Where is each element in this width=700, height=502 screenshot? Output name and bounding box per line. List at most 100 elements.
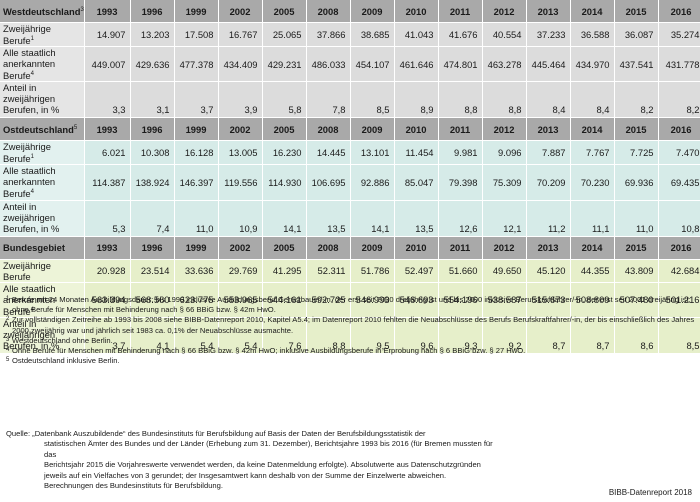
year-header: 1993 xyxy=(84,117,131,142)
year-header: 2009 xyxy=(350,117,395,142)
value-cell: 5,8 xyxy=(262,81,307,119)
value-cell: 9.981 xyxy=(438,140,483,166)
value-cell: 41.676 xyxy=(438,22,483,48)
value-cell: 85.047 xyxy=(394,164,439,201)
source-line: statistischen Ämter des Bundes und der L… xyxy=(44,439,493,459)
source-first-line: Quelle: „Datenbank Auszubildende“ des Bu… xyxy=(6,429,426,438)
credit-label: BIBB-Datenreport 2018 xyxy=(608,488,692,497)
value-cell: 554.196 xyxy=(438,282,483,318)
value-cell: 7,6 xyxy=(262,317,307,354)
year-header: 2011 xyxy=(438,236,483,260)
value-cell: 44.355 xyxy=(570,259,615,283)
year-header: 1999 xyxy=(174,236,219,260)
year-header: 1996 xyxy=(130,236,175,260)
value-cell: 7,8 xyxy=(306,81,351,119)
value-cell: 70.209 xyxy=(526,164,571,201)
value-cell: 13.203 xyxy=(130,22,175,48)
value-cell: 79.398 xyxy=(438,164,483,201)
value-cell: 69.936 xyxy=(614,164,659,201)
year-header: 2012 xyxy=(482,117,527,142)
value-cell: 114.387 xyxy=(84,164,131,201)
year-header: 2009 xyxy=(350,236,395,260)
value-cell: 508.809 xyxy=(570,282,615,318)
value-cell: 553.965 xyxy=(218,282,263,318)
footnote: 4 Ohne Berufe für Menschen mit Behinderun… xyxy=(6,346,696,356)
value-cell: 8,4 xyxy=(526,81,571,119)
value-cell: 10,9 xyxy=(218,200,263,237)
region-header-row: Ostdeutschland5 1993 1996 1999 2002 2005 2008 2… xyxy=(0,117,700,142)
footnote: 5 Ostdeutschland inklusive Berlin. xyxy=(6,356,696,366)
year-header: 2012 xyxy=(482,236,527,260)
data-table: Westdeutschland3 1993 1996 1999 2002 2005 2008… xyxy=(0,0,700,354)
value-cell: 16.767 xyxy=(218,22,263,48)
footnote-number: 2 xyxy=(6,316,10,323)
year-header: 2011 xyxy=(438,0,483,23)
footnote: 1 Berufe mit 24 Monaten Ausbildungsdauer;… xyxy=(6,295,696,315)
value-cell: 35.274 xyxy=(658,22,700,48)
value-cell: 429.636 xyxy=(130,46,175,83)
value-cell: 507.480 xyxy=(614,282,659,318)
value-cell: 486.033 xyxy=(306,46,351,83)
value-cell: 538.587 xyxy=(482,282,527,318)
value-cell: 8,9 xyxy=(394,81,439,119)
table-row: Alle staatlich anerkannten Berufe4 449.00… xyxy=(0,46,700,83)
value-cell: 41.043 xyxy=(394,22,439,48)
value-cell: 52.311 xyxy=(306,259,351,283)
value-cell: 9.096 xyxy=(482,140,527,166)
table-row: Zweijährige Berufe 20.928 23.514 33.636 29.7… xyxy=(0,259,700,283)
footnote-text: Berufe mit 24 Monaten Ausbildungsdauer; … xyxy=(12,295,691,315)
year-header: 2015 xyxy=(614,0,659,23)
value-cell: 20.928 xyxy=(84,259,131,283)
footnote: 3 Westdeutschland ohne Berlin. xyxy=(6,336,696,346)
footnote-number: 3 xyxy=(6,336,10,343)
value-cell: 429.231 xyxy=(262,46,307,83)
value-cell: 8,8 xyxy=(438,81,483,119)
footnote-text: Westdeutschland ohne Berlin. xyxy=(12,335,113,345)
year-header: 2010 xyxy=(394,236,439,260)
table-row: Zweijährige Berufe1 14.907 13.203 17.508 16.… xyxy=(0,22,700,48)
footnote-text: Ostdeutschland inklusive Berlin. xyxy=(12,356,120,366)
value-cell: 13.101 xyxy=(350,140,395,166)
year-header: 1993 xyxy=(84,236,131,260)
footnotes: 1 Berufe mit 24 Monaten Ausbildungsdauer;… xyxy=(6,295,696,366)
value-cell: 25.065 xyxy=(262,22,307,48)
value-cell: 11,0 xyxy=(614,200,659,237)
year-header: 2002 xyxy=(218,117,263,142)
value-cell: 8,7 xyxy=(570,317,615,354)
year-header: 2008 xyxy=(306,117,351,142)
year-header: 2010 xyxy=(394,0,439,23)
region-label: Ostdeutschland5 xyxy=(0,117,85,142)
row-label: Anteil in zweijährigen Berufen, in % xyxy=(0,81,85,119)
table-row: Anteil in zweijährigen Berufen, in % 3,7 4… xyxy=(0,317,700,354)
value-cell: 14,1 xyxy=(262,200,307,237)
year-header: 1999 xyxy=(174,117,219,142)
year-header: 2014 xyxy=(570,0,615,23)
value-cell: 9,2 xyxy=(482,317,527,354)
table-row: Alle staatlich anerkannten Berufe4 563.39… xyxy=(0,282,700,318)
year-header: 1996 xyxy=(130,117,175,142)
value-cell: 8,4 xyxy=(570,81,615,119)
year-header: 1999 xyxy=(174,0,219,23)
footnote-number: 4 xyxy=(6,347,10,354)
value-cell: 8,5 xyxy=(350,81,395,119)
value-cell: 40.554 xyxy=(482,22,527,48)
year-header: 2012 xyxy=(482,0,527,23)
value-cell: 13.005 xyxy=(218,140,263,166)
value-cell: 69.435 xyxy=(658,164,700,201)
value-cell: 13,5 xyxy=(306,200,351,237)
value-cell: 434.970 xyxy=(570,46,615,83)
value-cell: 92.886 xyxy=(350,164,395,201)
value-cell: 14.445 xyxy=(306,140,351,166)
source-line: Berechnungen des Bundesinstituts für Ber… xyxy=(44,481,223,491)
value-cell: 12,6 xyxy=(438,200,483,237)
value-cell: 33.636 xyxy=(174,259,219,283)
value-cell: 501.216 xyxy=(658,282,700,318)
source-line: jeweils auf ein Vielfaches von 3 gerunde… xyxy=(44,470,447,480)
value-cell: 8,5 xyxy=(658,317,700,354)
value-cell: 10.308 xyxy=(130,140,175,166)
value-cell: 11,1 xyxy=(570,200,615,237)
value-cell: 3,7 xyxy=(84,317,131,354)
value-cell: 38.685 xyxy=(350,22,395,48)
table-row: Alle staatlich anerkannten Berufe4 114.38… xyxy=(0,164,700,201)
value-cell: 16.128 xyxy=(174,140,219,166)
